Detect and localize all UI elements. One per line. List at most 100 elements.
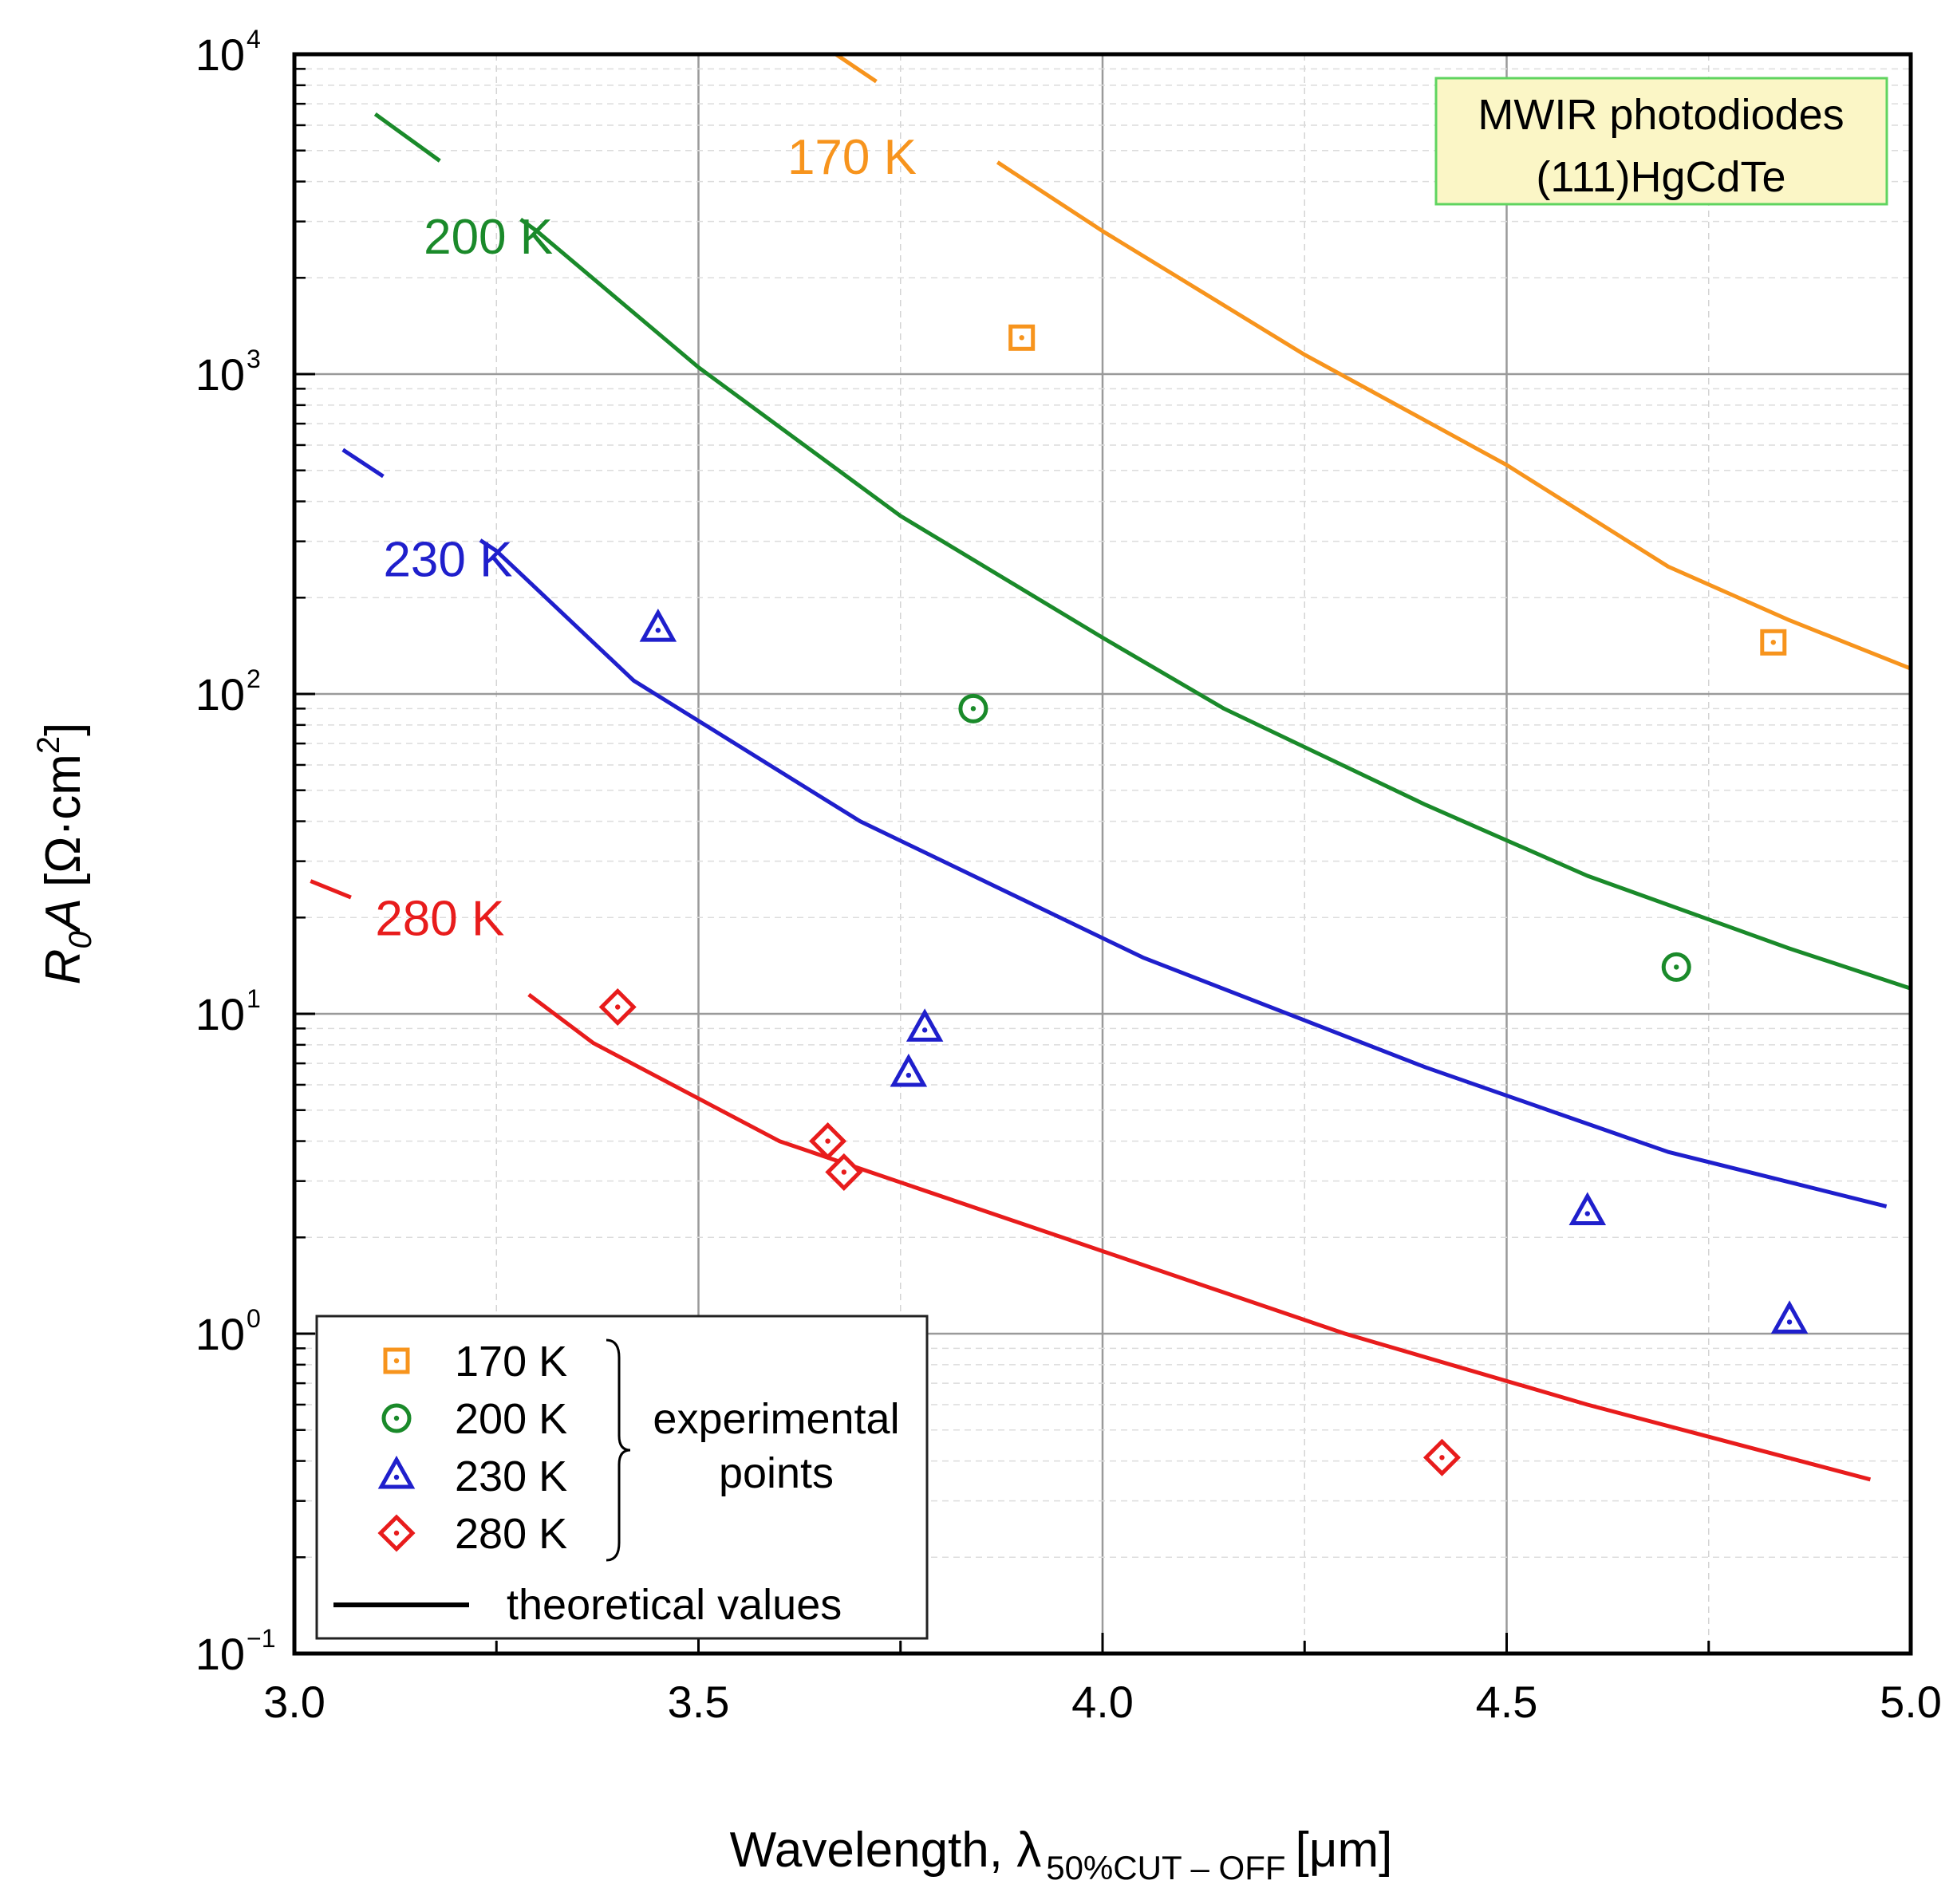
y-tick-label: 10 xyxy=(195,989,245,1039)
data-point-230k xyxy=(1568,1192,1607,1226)
theory-curve-170k xyxy=(996,160,1911,671)
marker-dot xyxy=(1674,964,1679,970)
marker-square xyxy=(1760,629,1787,656)
y-tick-exponent: 1 xyxy=(247,984,261,1013)
marker-dot xyxy=(393,1474,400,1480)
marker-dot xyxy=(1439,1455,1445,1461)
curve-label-230k: 230 K xyxy=(383,532,512,587)
theory-curves xyxy=(310,54,1911,1482)
data-point-200k xyxy=(1661,952,1691,982)
y-tick-base: 10 xyxy=(195,989,245,1039)
marker-triangle xyxy=(1770,1300,1809,1334)
data-point-280k xyxy=(598,987,637,1027)
legend-marker-170k xyxy=(383,1347,410,1374)
data-point-280k xyxy=(825,1153,863,1191)
y-axis-title-a: A xyxy=(36,898,91,934)
marker-dot xyxy=(393,1415,400,1421)
y-tick-label: 10 xyxy=(195,669,245,719)
marker-dot xyxy=(1584,1211,1591,1216)
marker-dot xyxy=(970,706,977,712)
marker-triangle xyxy=(377,1455,416,1489)
marker-triangle xyxy=(890,1053,928,1087)
theory-curve-200k xyxy=(519,217,1911,991)
y-tick-base: 10 xyxy=(195,30,245,80)
data-point-170k xyxy=(1760,629,1787,656)
data-point-280k xyxy=(809,1122,847,1161)
y-tick-label: 10 xyxy=(195,349,245,400)
data-point-230k xyxy=(906,1008,944,1042)
legend-theory-label: theoretical values xyxy=(507,1581,842,1629)
y-tick-exponent: 3 xyxy=(247,345,261,373)
x-axis-title: Wavelength, λ 50%CUT – OFF [μm] xyxy=(730,1823,1393,1886)
info-box-line-1: MWIR photodiodes xyxy=(1478,91,1844,139)
curve-labels: 170 K 200 K 230 K 280 K xyxy=(375,130,917,946)
x-tick-label: 3.0 xyxy=(263,1677,326,1727)
y-tick-exponent: 4 xyxy=(247,25,261,53)
x-axis-title-main: Wavelength, λ xyxy=(730,1823,1042,1878)
marker-dot xyxy=(1019,335,1024,341)
x-axis-title-unit: [μm] xyxy=(1296,1823,1393,1878)
marker-dot xyxy=(906,1072,912,1078)
x-tick-label: 3.5 xyxy=(668,1677,730,1727)
theory-curve-170k xyxy=(834,54,878,84)
y-tick-label: 10 xyxy=(195,1629,245,1679)
data-point-170k xyxy=(1008,324,1036,351)
marker-dot xyxy=(841,1169,847,1175)
data-point-200k xyxy=(958,693,988,723)
y-axis-title: R0A [Ω·cm2] xyxy=(31,723,98,985)
y-axis-title-sub: 0 xyxy=(63,931,98,948)
legend-marker-230k xyxy=(377,1455,416,1489)
theory-curve-280k xyxy=(527,992,1872,1482)
y-tick-base: 10 xyxy=(195,1309,245,1359)
data-point-230k xyxy=(1770,1300,1809,1334)
marker-dot xyxy=(615,1004,621,1010)
y-tick-exponent: 0 xyxy=(247,1304,261,1333)
legend-label-280k: 280 K xyxy=(455,1510,567,1558)
legend-points-label: points xyxy=(719,1449,834,1497)
y-tick-base: 10 xyxy=(195,349,245,400)
marker-dot xyxy=(393,1530,400,1536)
info-box-line-2: (111)HgCdTe xyxy=(1536,153,1785,201)
y-tick-label: 10 xyxy=(195,1309,245,1359)
x-axis-title-sub: 50%CUT – OFF xyxy=(1046,1849,1285,1886)
legend-label-200k: 200 K xyxy=(455,1395,567,1443)
marker-dot xyxy=(655,627,661,633)
legend: experimental points theoretical values 1… xyxy=(315,1315,929,1640)
y-tick-exponent: −1 xyxy=(247,1624,275,1653)
info-box: MWIR photodiodes (111)HgCdTe xyxy=(1434,77,1888,206)
marker-triangle xyxy=(906,1008,944,1042)
marker-triangle xyxy=(639,609,677,642)
legend-experimental-label: experimental xyxy=(653,1395,899,1443)
marker-dot xyxy=(921,1027,928,1033)
theory-curve-230k xyxy=(479,538,1888,1208)
x-tick-label: 5.0 xyxy=(1880,1677,1942,1727)
curve-label-170k: 170 K xyxy=(787,130,917,185)
y-tick-base: 10 xyxy=(195,1629,245,1679)
theory-curve-200k xyxy=(373,112,441,163)
curve-label-200k: 200 K xyxy=(424,210,553,265)
data-point-230k xyxy=(890,1053,928,1087)
y-axis-title-r: R xyxy=(36,949,91,985)
legend-label-230k: 230 K xyxy=(455,1453,567,1500)
marker-dot xyxy=(393,1358,400,1364)
theory-curve-280k xyxy=(310,879,352,900)
legend-marker-280k xyxy=(377,1514,416,1552)
y-axis-title-close: ] xyxy=(36,723,91,736)
x-tick-label: 4.0 xyxy=(1071,1677,1134,1727)
theory-curve-230k xyxy=(341,447,385,479)
marker-triangle xyxy=(1568,1192,1607,1226)
marker-square xyxy=(383,1347,410,1374)
marker-dot xyxy=(1786,1319,1793,1325)
y-tick-base: 10 xyxy=(195,669,245,719)
y-axis-title-unit: [Ω·cm xyxy=(36,754,91,887)
data-point-280k xyxy=(1422,1438,1461,1476)
curve-label-280k: 280 K xyxy=(375,891,504,946)
x-tick-label: 4.5 xyxy=(1476,1677,1538,1727)
grid xyxy=(293,54,1912,1655)
y-tick-exponent: 2 xyxy=(247,664,261,693)
experimental-points xyxy=(598,324,1809,1476)
legend-marker-200k xyxy=(381,1403,412,1433)
data-point-230k xyxy=(639,609,677,642)
